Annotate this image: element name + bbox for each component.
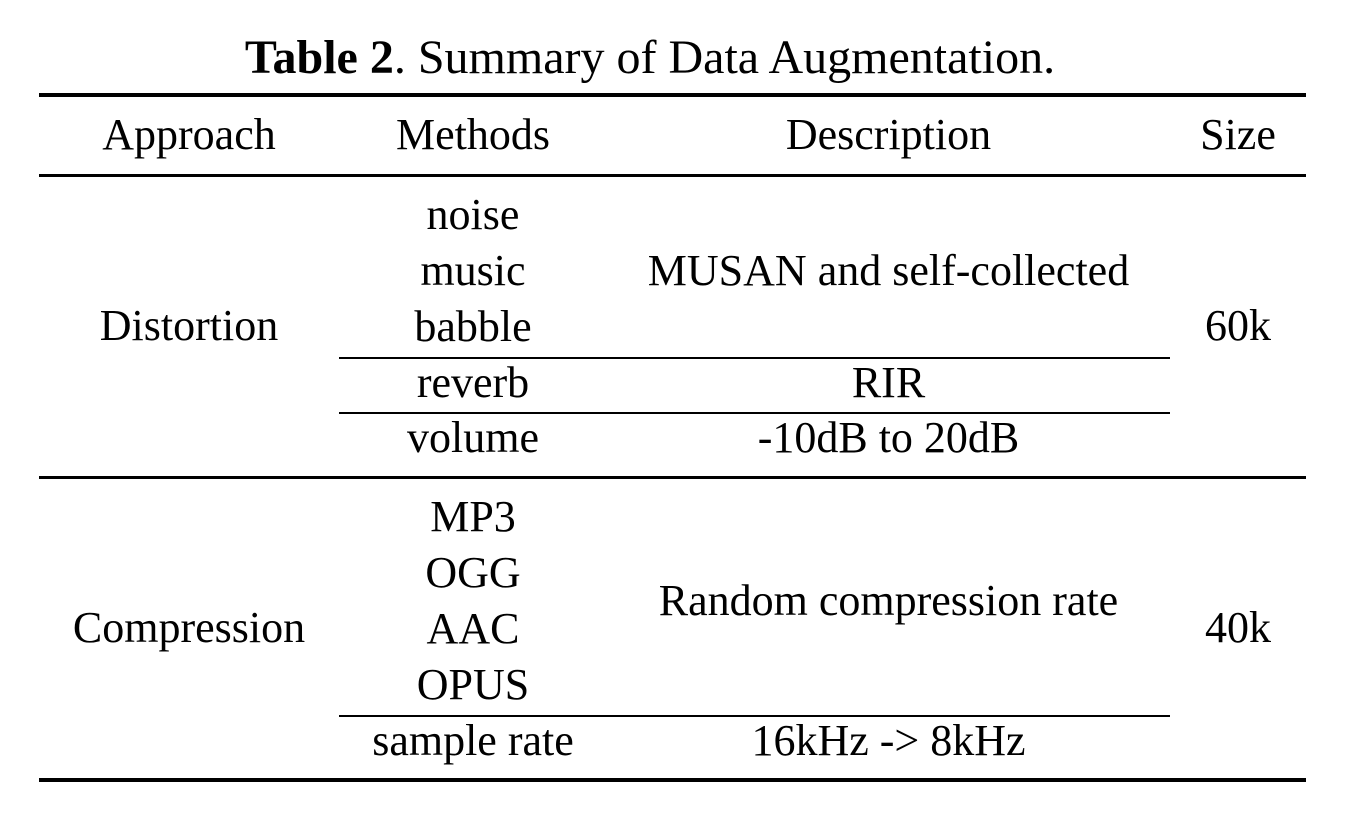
methods-compression-codecs: MP3 OGG AAC OPUS	[339, 489, 607, 713]
method-item: music	[420, 246, 526, 295]
group-rule	[39, 476, 1306, 479]
methods-distortion-additive: noise music babble	[339, 187, 607, 355]
method-item: MP3	[430, 492, 516, 541]
header-approach: Approach	[102, 110, 276, 159]
method-item: OPUS	[416, 660, 530, 709]
description-volume: -10dB to 20dB	[757, 413, 1020, 462]
table-caption: Table 2. Summary of Data Augmentation.	[0, 28, 1300, 88]
compression-samplerate-divider	[339, 715, 1170, 717]
description-sample-rate: 16kHz -> 8kHz	[751, 716, 1026, 765]
description-codecs: Random compression rate	[658, 576, 1119, 625]
approach-compression: Compression	[72, 603, 306, 652]
size-distortion: 60k	[1205, 301, 1271, 350]
method-item: OGG	[425, 548, 521, 597]
method-item: noise	[426, 190, 520, 239]
bottom-rule	[39, 778, 1306, 782]
method-volume: volume	[407, 413, 539, 462]
header-rule	[39, 174, 1306, 177]
header-size: Size	[1200, 110, 1276, 159]
approach-distortion: Distortion	[99, 301, 279, 350]
distortion-volume-divider	[339, 412, 1170, 414]
method-sample-rate: sample rate	[372, 716, 574, 765]
method-item: AAC	[426, 604, 520, 653]
table-caption-text: . Summary of Data Augmentation.	[393, 31, 1056, 84]
table-label: Table 2	[244, 31, 394, 84]
method-reverb: reverb	[416, 358, 530, 407]
size-compression: 40k	[1205, 603, 1271, 652]
top-rule	[39, 93, 1306, 97]
header-description: Description	[785, 110, 992, 159]
header-methods: Methods	[396, 110, 550, 159]
distortion-reverb-divider	[339, 357, 1170, 359]
method-item: babble	[414, 302, 532, 351]
description-distortion-additive: MUSAN and self-collected	[647, 246, 1130, 295]
description-reverb: RIR	[851, 358, 926, 407]
